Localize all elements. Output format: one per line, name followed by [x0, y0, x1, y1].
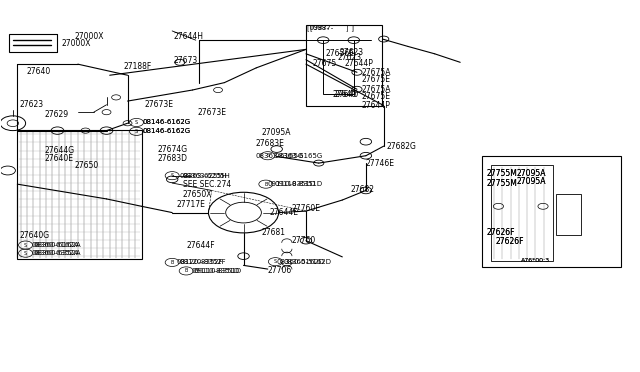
Text: 27644P: 27644P — [362, 101, 390, 110]
Text: B: B — [170, 260, 174, 265]
Text: SEE SEC.274: SEE SEC.274 — [183, 180, 231, 189]
Text: 08146-6162G: 08146-6162G — [143, 128, 191, 134]
Text: 08360-5162D: 08360-5162D — [283, 259, 331, 265]
Text: 08363-6255H: 08363-6255H — [183, 173, 231, 179]
Text: 08146-6162G: 08146-6162G — [143, 128, 191, 134]
Text: 27640: 27640 — [27, 67, 51, 76]
Text: 27681: 27681 — [261, 228, 285, 237]
Text: 27000X: 27000X — [62, 39, 92, 48]
Text: 27755M: 27755M — [487, 169, 518, 177]
Text: B: B — [264, 182, 268, 187]
Text: 27706: 27706 — [268, 266, 292, 275]
Text: 09110-8351D: 09110-8351D — [268, 181, 316, 187]
Text: 27675A: 27675A — [362, 68, 391, 77]
Text: 27682G: 27682G — [387, 142, 417, 151]
Bar — [9, 34, 57, 52]
Text: 09110-8351D: 09110-8351D — [194, 268, 242, 274]
Text: 27623: 27623 — [339, 48, 364, 57]
Text: [0987-        ]: [0987- ] — [307, 25, 349, 31]
Text: 27095A: 27095A — [516, 177, 546, 186]
Text: 27644G: 27644G — [45, 147, 75, 155]
Text: 08360-5162D: 08360-5162D — [276, 259, 324, 265]
Text: 27626F: 27626F — [495, 237, 524, 246]
Text: S: S — [24, 243, 27, 248]
Text: 27683D: 27683D — [157, 154, 188, 163]
Text: 27760E: 27760E — [291, 203, 321, 213]
Text: 27095A: 27095A — [516, 169, 546, 177]
Text: 27675A: 27675A — [362, 85, 391, 94]
Text: 27644F: 27644F — [186, 241, 215, 250]
Text: 27095A: 27095A — [516, 169, 546, 177]
Text: 27629: 27629 — [45, 109, 69, 119]
Text: 27644E: 27644E — [269, 208, 298, 217]
Text: S: S — [266, 153, 269, 158]
Bar — [556, 194, 581, 235]
Text: 27673E: 27673E — [145, 100, 174, 109]
Text: 27675: 27675 — [312, 59, 337, 68]
Text: 09110-8351D: 09110-8351D — [274, 181, 323, 187]
Text: 27640G: 27640G — [19, 231, 49, 240]
Text: 27675E: 27675E — [362, 92, 390, 101]
Text: A76*00:3: A76*00:3 — [521, 258, 550, 263]
Text: 27673E: 27673E — [198, 108, 227, 117]
Text: 27755M: 27755M — [487, 169, 518, 177]
Text: 27095A: 27095A — [516, 177, 546, 186]
Text: 27000X: 27000X — [75, 32, 104, 41]
Text: 27626F: 27626F — [495, 237, 524, 246]
Text: 08120-8352F: 08120-8352F — [180, 259, 227, 266]
Text: 27644H: 27644H — [173, 32, 204, 41]
Text: 27755M: 27755M — [487, 179, 518, 187]
Text: S: S — [24, 251, 27, 256]
Text: 08360-6162A: 08360-6162A — [33, 242, 81, 248]
Text: 27760: 27760 — [291, 236, 316, 245]
Bar — [323, 40, 354, 94]
Text: 27640E: 27640E — [45, 154, 74, 163]
Text: 27650X: 27650X — [183, 190, 212, 199]
Bar — [306, 25, 383, 106]
Text: 27682: 27682 — [351, 185, 374, 194]
Text: 08360-6162A: 08360-6162A — [32, 242, 79, 248]
Text: S: S — [171, 173, 173, 178]
Text: 27674G: 27674G — [157, 145, 188, 154]
Text: 08146-6162G: 08146-6162G — [143, 119, 191, 125]
Text: S: S — [135, 129, 138, 134]
Text: 27626F: 27626F — [487, 228, 515, 237]
Text: 27746E: 27746E — [366, 158, 395, 168]
Text: 27095A: 27095A — [261, 128, 291, 137]
Text: 27683E: 27683E — [255, 139, 284, 148]
Text: S: S — [135, 120, 138, 125]
Text: A76*00:3: A76*00:3 — [521, 258, 550, 263]
Text: 27673: 27673 — [173, 56, 198, 65]
Text: 27623: 27623 — [19, 100, 44, 109]
Text: 27626F: 27626F — [487, 228, 515, 237]
Bar — [483, 156, 621, 267]
Text: 08363-6165G: 08363-6165G — [274, 153, 323, 159]
Text: 08120-8352F: 08120-8352F — [177, 259, 223, 266]
Text: 08363-6255H: 08363-6255H — [180, 173, 228, 179]
Bar — [17, 130, 141, 259]
Text: 27644P: 27644P — [344, 59, 373, 68]
Text: 27717E: 27717E — [177, 200, 205, 209]
Text: 08146-6162G: 08146-6162G — [143, 119, 191, 125]
Text: S: S — [274, 259, 277, 264]
Text: 09110-8351D: 09110-8351D — [191, 268, 239, 274]
Text: [0987-        ]: [0987- ] — [310, 25, 354, 31]
Bar — [491, 165, 553, 260]
Text: 27188F: 27188F — [124, 61, 152, 71]
Text: 27640: 27640 — [334, 90, 358, 99]
Text: B: B — [184, 269, 188, 273]
Text: 27755M: 27755M — [487, 179, 518, 187]
Text: 08360-6352A: 08360-6352A — [33, 250, 81, 256]
Text: 08360-6352A: 08360-6352A — [32, 250, 79, 256]
Text: 27650: 27650 — [75, 161, 99, 170]
Text: 27675E: 27675E — [362, 75, 390, 84]
Text: 27640: 27640 — [333, 90, 357, 99]
Text: 08363-6165G: 08363-6165G — [255, 153, 303, 159]
Text: 27623: 27623 — [338, 53, 362, 62]
Text: 27656E: 27656E — [325, 49, 354, 58]
